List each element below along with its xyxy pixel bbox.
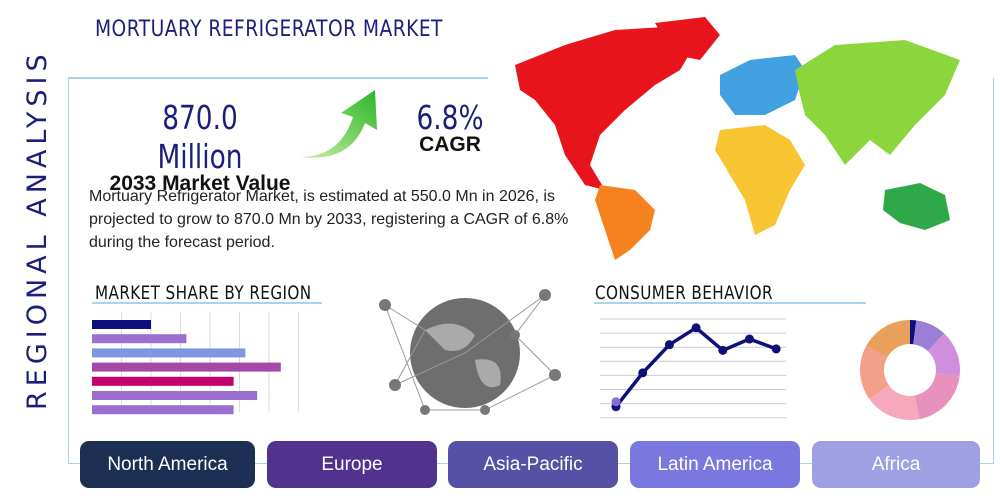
region-button-europe[interactable]: Europe xyxy=(267,441,437,488)
line-point-4 xyxy=(718,345,728,355)
donut-slice-5 xyxy=(860,345,889,400)
market-value-label: 2033 Market Value xyxy=(109,172,291,195)
bar-6 xyxy=(92,405,234,415)
line-start-marker xyxy=(611,397,621,407)
line-point-2 xyxy=(664,340,674,350)
region-button-label: Africa xyxy=(871,453,921,475)
consumer-underline xyxy=(594,302,866,304)
region-button-label: North America xyxy=(107,453,228,475)
line-point-3 xyxy=(691,323,701,333)
region-button-north-america[interactable]: North America xyxy=(80,441,255,488)
world-map xyxy=(515,17,960,260)
side-title: REGIONAL ANALYSIS xyxy=(22,49,53,410)
line-point-6 xyxy=(771,344,781,354)
region-button-asia-pacific[interactable]: Asia-Pacific xyxy=(448,441,618,488)
region-button-label: Europe xyxy=(321,453,383,475)
donut-slice-1 xyxy=(913,320,945,352)
region-button-africa[interactable]: Africa xyxy=(812,441,980,488)
market-share-underline xyxy=(92,302,322,304)
market-value-block: 870.0 Million 2033 Market Value xyxy=(95,98,305,196)
bar-4 xyxy=(92,376,234,386)
market-share-heading: MARKET SHARE BY REGION xyxy=(95,282,312,304)
region-button-label: Asia-Pacific xyxy=(483,453,583,475)
donut-slice-4 xyxy=(869,385,920,420)
cagr-block: 6.8% CAGR xyxy=(395,98,505,157)
line-point-1 xyxy=(638,368,648,378)
donut-slice-6 xyxy=(866,320,910,358)
consumer-line-chart xyxy=(600,318,786,419)
bar-1 xyxy=(92,334,187,344)
bar-3 xyxy=(92,362,281,372)
market-value: 870.0 Million xyxy=(157,98,243,176)
donut-slice-3 xyxy=(914,373,960,420)
donut-slice-0 xyxy=(910,320,917,345)
page-title: MORTUARY REFRIGERATOR MARKET xyxy=(95,17,443,42)
cagr-value: 6.8% xyxy=(416,98,484,137)
region-button-label: Latin America xyxy=(657,453,773,475)
region-button-latin-america[interactable]: Latin America xyxy=(630,441,800,488)
bar-2 xyxy=(92,348,246,358)
description: Mortuary Refrigerator Market, is estimat… xyxy=(89,188,569,251)
growth-arrow-icon xyxy=(300,90,377,158)
donut-slice-2 xyxy=(927,333,960,377)
consumer-heading: CONSUMER BEHAVIOR xyxy=(595,282,773,304)
cagr-label: CAGR xyxy=(419,133,481,156)
consumer-donut-chart xyxy=(860,320,960,420)
frame-top-line xyxy=(68,77,488,79)
market-share-bar-chart xyxy=(92,312,299,415)
globe-network-icon xyxy=(379,289,561,415)
bar-0 xyxy=(92,320,151,329)
line-point-5 xyxy=(745,334,754,344)
bar-5 xyxy=(92,391,258,400)
